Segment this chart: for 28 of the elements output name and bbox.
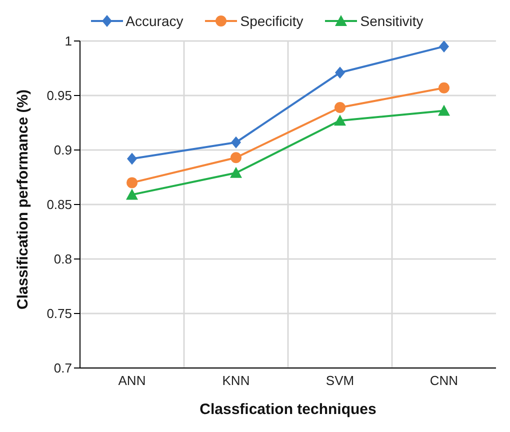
legend-label: Specificity — [240, 13, 304, 29]
point — [126, 188, 138, 200]
y-tick-label: 0.8 — [54, 252, 72, 267]
point — [334, 102, 346, 113]
point — [439, 41, 449, 52]
y-tick-label: 0.95 — [46, 88, 72, 104]
x-tick-label: SVM — [326, 373, 354, 388]
point — [230, 166, 242, 178]
y-tick-label: 0.7 — [54, 360, 72, 376]
x-tick-label: CNN — [430, 373, 458, 388]
x-tick-label: KNN — [222, 373, 250, 388]
point — [126, 177, 138, 188]
point — [438, 104, 450, 116]
y-tick-label: 0.75 — [46, 306, 72, 322]
y-tick-label: 1 — [64, 34, 72, 49]
point — [438, 82, 450, 94]
legend-label: Sensitivity — [360, 13, 424, 29]
x-axis-title: Classfication techniques — [200, 401, 376, 418]
y-axis-title: Classification performance (%) — [14, 89, 32, 310]
point — [334, 114, 346, 126]
x-tick-label: ANN — [118, 373, 146, 388]
point — [231, 136, 241, 148]
legend-label: Accuracy — [126, 13, 184, 29]
point — [230, 152, 242, 164]
point — [335, 66, 345, 79]
point — [127, 152, 137, 165]
y-tick-label: 0.85 — [46, 197, 72, 212]
y-tick-label: 0.9 — [54, 142, 72, 158]
